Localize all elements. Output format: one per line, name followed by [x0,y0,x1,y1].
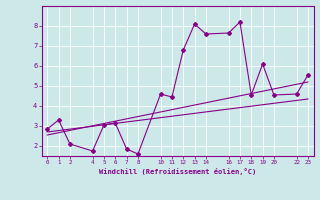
X-axis label: Windchill (Refroidissement éolien,°C): Windchill (Refroidissement éolien,°C) [99,168,256,175]
